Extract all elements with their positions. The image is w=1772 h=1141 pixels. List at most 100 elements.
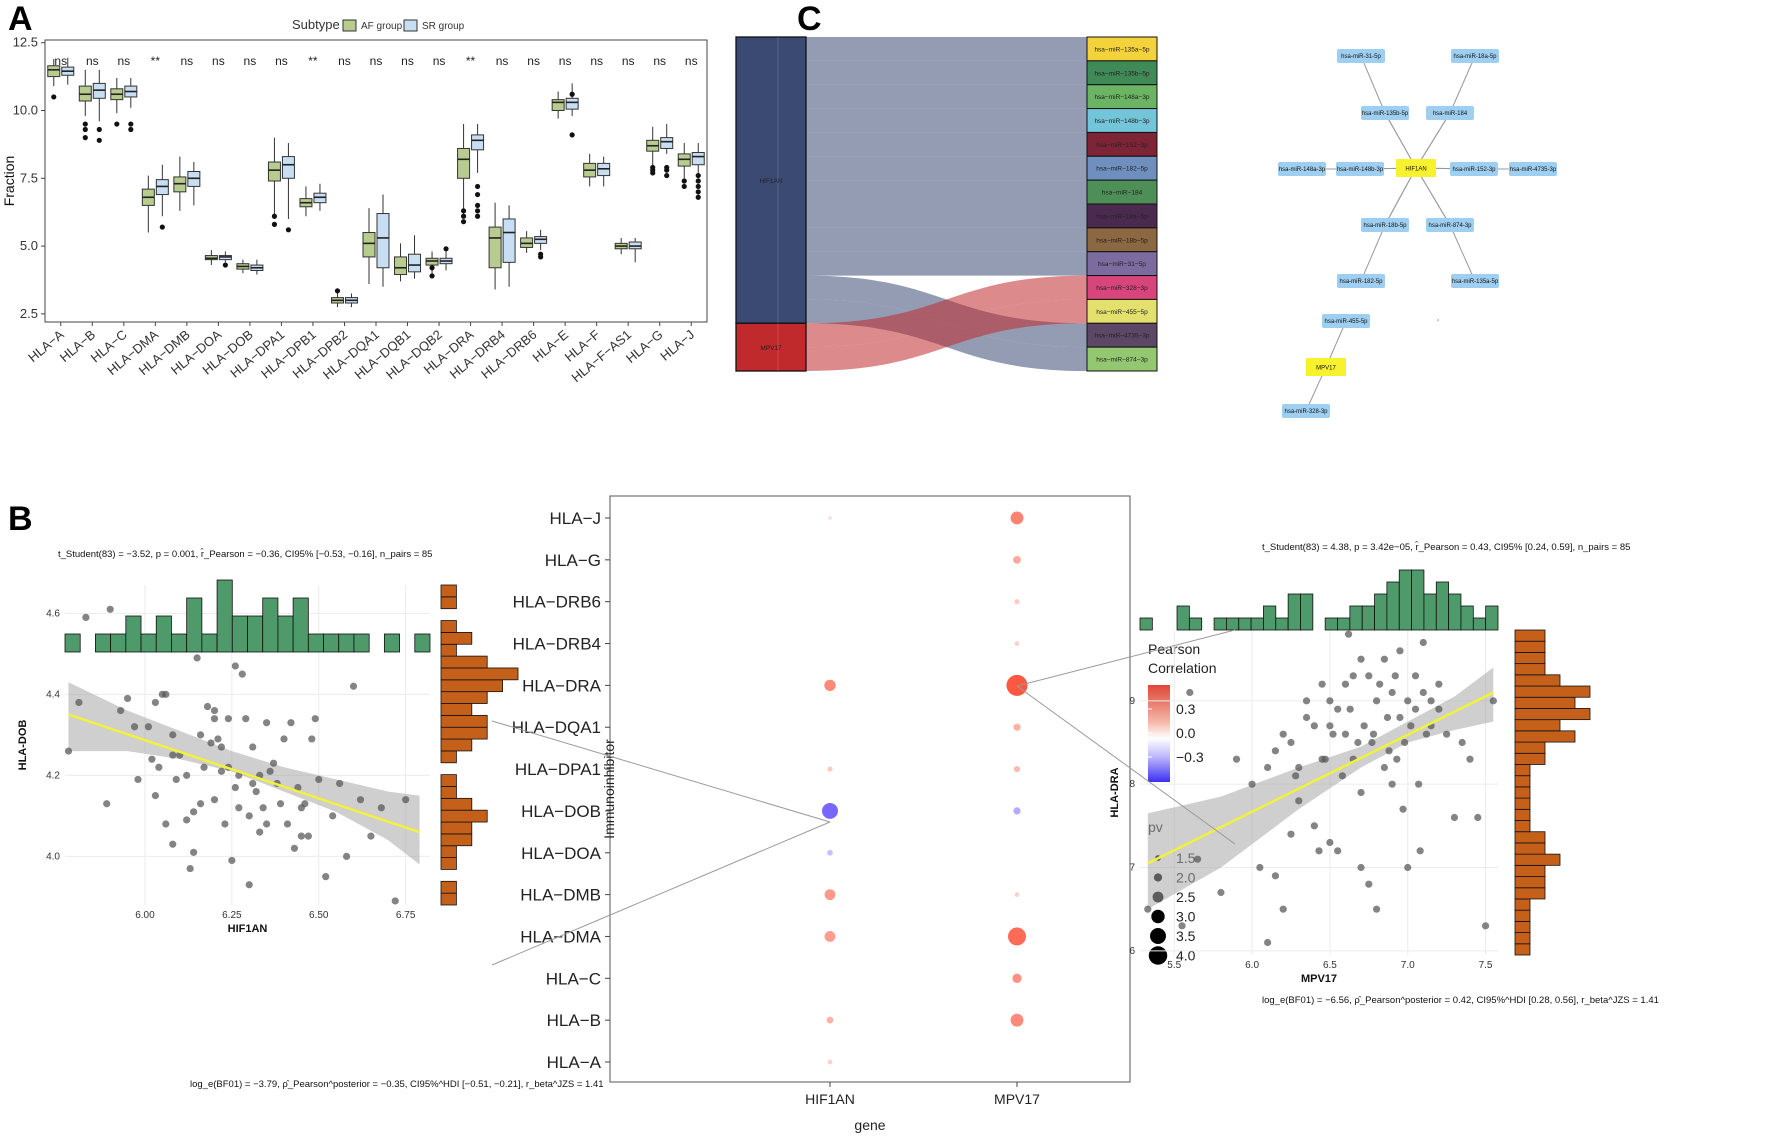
- size-legend-label: 3.0: [1176, 909, 1196, 925]
- box-outlier: [695, 189, 701, 195]
- box-outlier: [569, 91, 575, 97]
- histogram-bar-x: [1324, 617, 1338, 631]
- histogram-bar-y: [1514, 663, 1546, 676]
- network-node-label: hsa-miR-148b-3p: [1337, 167, 1384, 173]
- box-outlier: [474, 213, 481, 219]
- histogram-bar-x: [1472, 617, 1487, 631]
- scatter-point: [1357, 655, 1365, 663]
- histogram-bar-y: [440, 797, 473, 811]
- histogram-bar-y: [1514, 685, 1591, 698]
- scatter-point: [217, 743, 226, 751]
- x-axis-title: MPV17: [1301, 973, 1337, 985]
- y-tick-label: HLA−DRB4: [513, 635, 601, 654]
- histogram-bar-x: [231, 615, 248, 653]
- histogram-bar-y: [1514, 920, 1531, 933]
- network-node-label: hsa-miR-874-3p: [1428, 223, 1472, 229]
- scatter-point: [1295, 797, 1303, 805]
- scatter-point: [245, 812, 253, 820]
- correlation-dot: [1010, 1013, 1024, 1027]
- significance-label: ns: [685, 54, 698, 68]
- scatter-point: [1271, 747, 1280, 755]
- scatter-point: [1302, 697, 1311, 705]
- histogram-bar-x: [323, 633, 340, 653]
- scatter-point: [1178, 922, 1186, 930]
- regression-line: [68, 713, 420, 834]
- scatter-point: [1396, 647, 1404, 655]
- histogram-bar-x: [247, 615, 264, 653]
- histogram-bar-x: [171, 633, 188, 653]
- scatter-point: [1466, 755, 1474, 763]
- network-edge: [1449, 224, 1476, 282]
- scatter-point: [1422, 730, 1430, 738]
- histogram-bar-y: [440, 738, 473, 752]
- correlation-dot: [822, 802, 838, 819]
- box-sr: [660, 137, 674, 149]
- histogram-bar-y: [440, 679, 503, 693]
- histogram-bar-y: [440, 750, 457, 764]
- histogram-bar-x: [216, 579, 233, 653]
- histogram-bar-x: [186, 597, 203, 653]
- histogram-bar-x: [64, 633, 81, 653]
- histogram-bar-y: [1514, 719, 1561, 732]
- histogram-bar-x: [1386, 581, 1400, 631]
- y-tick-label: HLA−DRB6: [513, 593, 601, 612]
- histogram-bar-x: [1361, 605, 1375, 631]
- correlation-dot: [1008, 927, 1026, 946]
- scatter-point: [1315, 847, 1323, 855]
- box-outlier: [51, 94, 57, 100]
- scatter-point: [1380, 655, 1388, 663]
- box-outlier: [650, 164, 656, 171]
- correlation-dot: [1014, 892, 1020, 897]
- scatter-point: [210, 706, 219, 715]
- scatter-point: [186, 864, 194, 873]
- scatter-point: [1401, 738, 1409, 747]
- histogram-bar-x: [1448, 593, 1462, 631]
- scatter-point: [1365, 672, 1373, 680]
- y-tick-label: HLA−A: [547, 1053, 602, 1072]
- scatter-point: [193, 654, 201, 662]
- box-sr: [281, 156, 295, 179]
- scatter-point: [1321, 755, 1329, 763]
- correlation-dot: [824, 931, 836, 942]
- scatter-point: [1292, 772, 1300, 780]
- histogram-bar-x: [1238, 617, 1252, 631]
- histogram-bar-x: [1349, 605, 1363, 631]
- histogram-bar-x: [155, 615, 172, 653]
- scatter-point: [1372, 905, 1381, 913]
- network-node: [1361, 218, 1409, 232]
- scatter-point: [1415, 780, 1423, 788]
- scatter-point: [214, 735, 222, 743]
- box-outlier: [82, 135, 88, 141]
- histogram-bar-y: [1514, 898, 1531, 911]
- histogram-bar-y: [1514, 808, 1531, 821]
- histogram-bar-x: [1176, 605, 1190, 631]
- sankey-source-label: MPV17: [760, 345, 782, 352]
- panel-b-scatter-hif1an: 6.00 6.25 6.50 6.75 4.0 4.2 4.4 4.6 HIF1AN HLA-DO…: [17, 548, 604, 1090]
- sankey-target-label: hsa−miR−328−3p: [1096, 285, 1148, 292]
- histogram-bar-x: [307, 633, 324, 653]
- panel-label-b: B: [8, 500, 33, 538]
- network-node: [1336, 162, 1384, 176]
- network-node: [1337, 274, 1385, 288]
- box-outlier: [285, 227, 292, 233]
- scatter-point: [294, 783, 302, 792]
- scatter-point: [231, 783, 239, 792]
- scatter-point: [1481, 922, 1490, 930]
- histogram-bar-x: [338, 633, 355, 653]
- scatter-point: [82, 613, 90, 622]
- panel-label-c: C: [797, 0, 822, 38]
- box-outlier: [460, 219, 467, 225]
- y-tick-label: 6: [1129, 946, 1135, 957]
- sankey-link: [806, 156, 1087, 181]
- correlation-dot: [1013, 765, 1021, 773]
- box-outlier: [334, 288, 341, 294]
- sankey-target-label: hsa−miR−874−3p: [1096, 357, 1148, 364]
- scatter-point: [1341, 680, 1350, 688]
- scatter-point: [190, 808, 198, 816]
- histogram-bar-x: [1411, 569, 1425, 631]
- scatter-point: [290, 844, 299, 852]
- histogram-bar-x: [1398, 569, 1412, 631]
- box-af: [457, 147, 471, 179]
- scatter-point: [252, 787, 260, 796]
- histogram-bar-x: [1188, 617, 1203, 631]
